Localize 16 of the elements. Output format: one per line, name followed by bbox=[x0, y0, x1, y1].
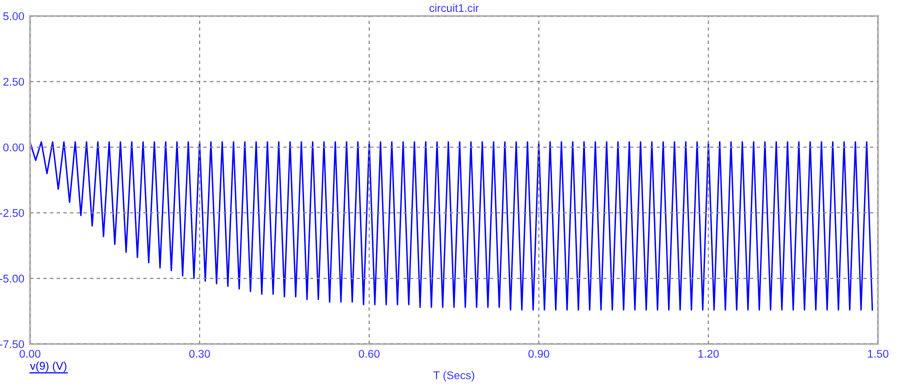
x-tick-label: 1.20 bbox=[698, 350, 719, 358]
x-tick-label: 0.30 bbox=[189, 350, 210, 358]
x-tick-label: 0.00 bbox=[20, 350, 40, 358]
line-series bbox=[30, 141, 874, 311]
y-tick-label: -5.00 bbox=[0, 274, 24, 283]
y-tick-label: -7.50 bbox=[0, 340, 24, 348]
y-tick-label: -2.50 bbox=[0, 209, 24, 217]
x-tick-label: 0.60 bbox=[358, 350, 380, 358]
text: v(9) (V) bbox=[30, 362, 66, 372]
x-tick-label: 0.90 bbox=[528, 350, 550, 358]
y-tick-label: 2.50 bbox=[3, 78, 24, 86]
chart-title: circuit1.cir bbox=[429, 4, 479, 12]
y-tick-label: 0.00 bbox=[3, 143, 24, 152]
y-tick-label: 5.00 bbox=[3, 12, 24, 20]
x-axis-title: T (Secs) bbox=[433, 371, 474, 382]
x-tick-label: 1.50 bbox=[868, 350, 888, 358]
